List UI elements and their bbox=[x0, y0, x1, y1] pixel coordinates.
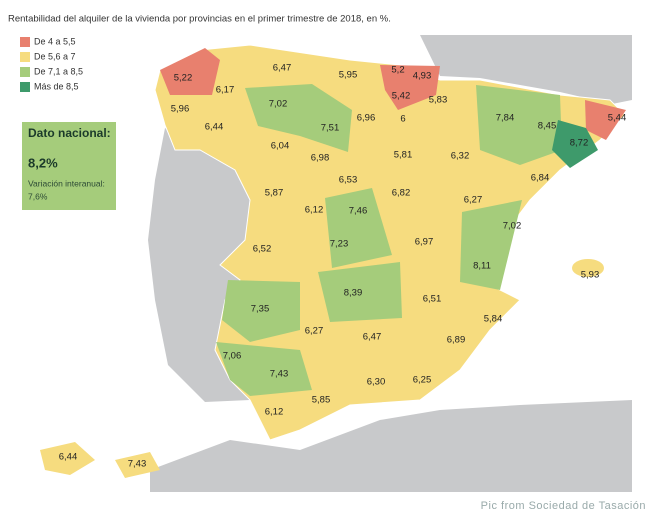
province-value: 7,02 bbox=[269, 99, 288, 110]
province-value: 7,43 bbox=[270, 369, 289, 380]
province-value: 5,42 bbox=[392, 91, 411, 102]
province-value: 6,27 bbox=[305, 326, 324, 337]
legend-label: De 7,1 a 8,5 bbox=[34, 66, 83, 76]
region-red bbox=[585, 100, 626, 140]
legend-swatch bbox=[20, 37, 30, 47]
province-value: 5,96 bbox=[171, 104, 190, 115]
province-value: 6,17 bbox=[216, 85, 235, 96]
province-value: 6,44 bbox=[205, 122, 224, 133]
legend-label: De 4 a 5,5 bbox=[34, 36, 76, 46]
legend-label: De 5,6 a 7 bbox=[34, 51, 76, 61]
legend-swatch bbox=[20, 67, 30, 77]
province-value: 5,83 bbox=[429, 95, 448, 106]
province-value: 5,87 bbox=[265, 188, 284, 199]
province-value: 6,12 bbox=[305, 205, 324, 216]
canary bbox=[40, 442, 95, 475]
legend-swatch bbox=[20, 52, 30, 62]
region-green bbox=[476, 85, 562, 165]
region-green bbox=[245, 84, 352, 152]
province-value: 7,51 bbox=[321, 123, 340, 134]
region-green bbox=[216, 342, 312, 396]
province-value: 5,93 bbox=[581, 270, 600, 281]
info-heading: Dato nacional: bbox=[28, 126, 111, 140]
region-green bbox=[460, 200, 522, 290]
legend-label: Más de 8,5 bbox=[34, 81, 79, 91]
province-value: 8,39 bbox=[344, 288, 363, 299]
province-value: 6,89 bbox=[447, 335, 466, 346]
province-value: 6,27 bbox=[464, 195, 483, 206]
region-green bbox=[318, 262, 402, 322]
info-value: 8,2% bbox=[28, 155, 58, 170]
province-value: 7,35 bbox=[251, 304, 270, 315]
province-value: 5,2 bbox=[391, 65, 404, 76]
province-value: 7,84 bbox=[496, 113, 515, 124]
region-dark-green bbox=[552, 120, 598, 168]
province-value: 6,82 bbox=[392, 188, 411, 199]
province-value: 8,72 bbox=[570, 138, 589, 149]
province-value: 6,44 bbox=[59, 452, 78, 463]
province-value: 6,04 bbox=[271, 141, 290, 152]
info-change-value: 7,6% bbox=[28, 191, 48, 201]
info-box bbox=[22, 122, 116, 210]
province-value: 8,11 bbox=[473, 261, 491, 272]
canary bbox=[115, 452, 160, 478]
region-red bbox=[380, 65, 440, 110]
province-value: 6,47 bbox=[363, 332, 382, 343]
caption: Pic from Sociedad de Tasación bbox=[481, 500, 646, 512]
africa bbox=[150, 400, 632, 492]
province-value: 6,51 bbox=[423, 294, 442, 305]
province-value: 7,23 bbox=[330, 239, 349, 250]
province-value: 7,46 bbox=[349, 206, 368, 217]
province-value: 6 bbox=[400, 114, 405, 125]
province-value: 4,93 bbox=[413, 71, 432, 82]
province-labels: 5,22 6,47 5,95 5,2 4,935,42 6,17 5,96 6,44 7,02 7… bbox=[59, 63, 627, 470]
province-value: 7,06 bbox=[223, 351, 242, 362]
province-value: 5,81 bbox=[394, 150, 413, 161]
province-value: 6,12 bbox=[265, 407, 284, 418]
info-change-label: Variación interanual: bbox=[28, 178, 105, 188]
province-value: 5,44 bbox=[608, 113, 627, 124]
province-value: 5,84 bbox=[484, 314, 503, 325]
province-value: 6,25 bbox=[413, 375, 432, 386]
province-value: 6,47 bbox=[273, 63, 292, 74]
province-value: 5,85 bbox=[312, 395, 331, 406]
france bbox=[420, 35, 632, 104]
region-red bbox=[160, 48, 220, 95]
province-value: 6,53 bbox=[339, 175, 358, 186]
province-value: 6,97 bbox=[415, 237, 434, 248]
province-value: 7,43 bbox=[128, 459, 147, 470]
legend: De 4 a 5,5 De 5,6 a 7 De 7,1 a 8,5 Más de 8… bbox=[20, 36, 83, 92]
province-value: 6,30 bbox=[367, 377, 386, 388]
province-value: 5,95 bbox=[339, 70, 358, 81]
province-value: 8,45 bbox=[538, 121, 557, 132]
title: Rentabilidad del alquiler de la vivienda… bbox=[8, 14, 391, 25]
legend-swatch bbox=[20, 82, 30, 92]
balearic bbox=[572, 259, 604, 277]
province-value: 7,02 bbox=[503, 221, 522, 232]
region-green bbox=[222, 280, 300, 342]
province-value: 6,52 bbox=[253, 244, 272, 255]
province-value: 6,98 bbox=[311, 153, 330, 164]
portugal bbox=[148, 128, 250, 402]
province-value: 6,32 bbox=[451, 151, 470, 162]
province-value: 6,96 bbox=[357, 113, 376, 124]
region-green bbox=[325, 188, 392, 268]
province-value: 5,22 bbox=[174, 73, 193, 84]
province-value: 6,84 bbox=[531, 173, 550, 184]
